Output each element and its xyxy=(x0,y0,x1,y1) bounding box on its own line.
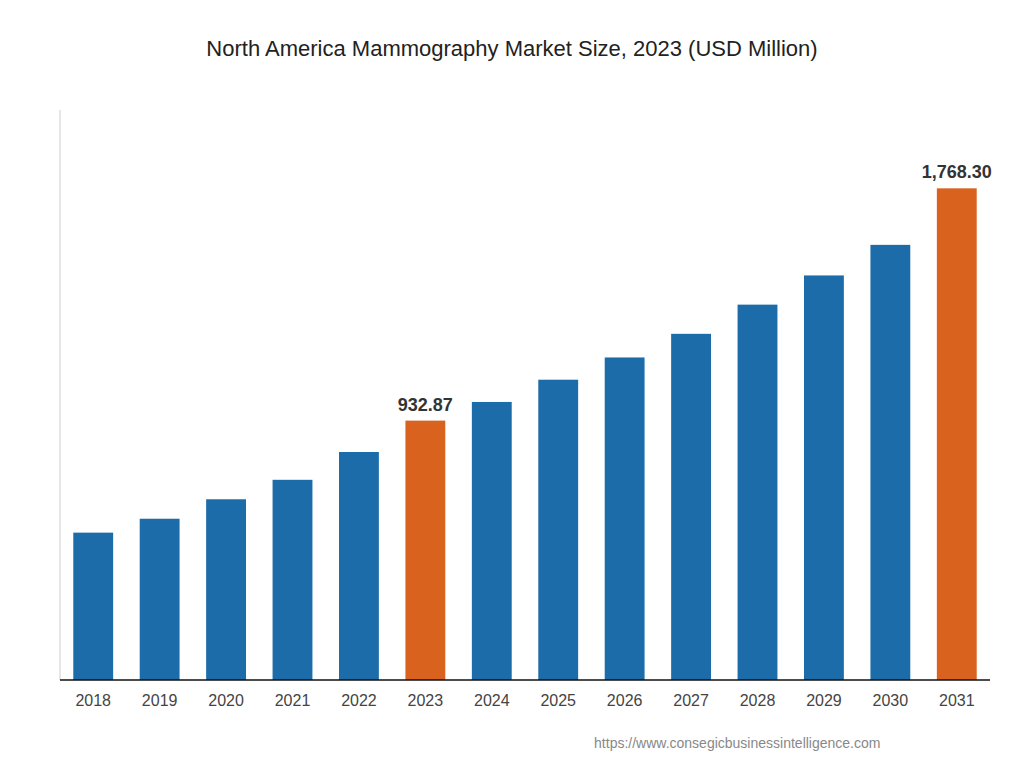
x-tick-label: 2025 xyxy=(540,692,576,709)
x-tick-label: 2030 xyxy=(873,692,909,709)
x-tick-label: 2026 xyxy=(607,692,643,709)
bar xyxy=(405,421,445,680)
bars xyxy=(73,188,976,680)
x-tick-label: 2020 xyxy=(208,692,244,709)
bar xyxy=(738,305,778,680)
bar xyxy=(538,380,578,680)
title: North America Mammography Market Size, 2… xyxy=(206,36,817,61)
chart: North America Mammography Market Size, 2… xyxy=(0,0,1024,768)
bar xyxy=(804,275,844,680)
x-axis-line xyxy=(60,679,990,681)
x-tick-label: 2024 xyxy=(474,692,510,709)
annotation: https://www.consegicbusinessintelligence… xyxy=(594,735,880,751)
x-tick-label: 2023 xyxy=(408,692,444,709)
bar xyxy=(273,480,313,680)
x-tick-label: 2021 xyxy=(275,692,311,709)
bar xyxy=(140,519,180,680)
x-tick-label: 2027 xyxy=(673,692,709,709)
bar xyxy=(870,245,910,680)
x-tick-label: 2029 xyxy=(806,692,842,709)
x-tick-label: 2028 xyxy=(740,692,776,709)
bar xyxy=(206,499,246,680)
bar xyxy=(671,334,711,680)
x-tick-label: 2022 xyxy=(341,692,377,709)
data-label: 1,768.30 xyxy=(922,162,992,182)
x-tick-label: 2019 xyxy=(142,692,178,709)
bar xyxy=(339,452,379,680)
bar xyxy=(73,533,113,680)
bar xyxy=(937,188,977,680)
bar xyxy=(605,357,645,680)
y-axis-line xyxy=(60,110,61,680)
data-label: 932.87 xyxy=(398,395,453,415)
background xyxy=(0,0,1024,768)
bar xyxy=(472,402,512,680)
x-tick-label: 2018 xyxy=(75,692,111,709)
x-tick-label: 2031 xyxy=(939,692,975,709)
